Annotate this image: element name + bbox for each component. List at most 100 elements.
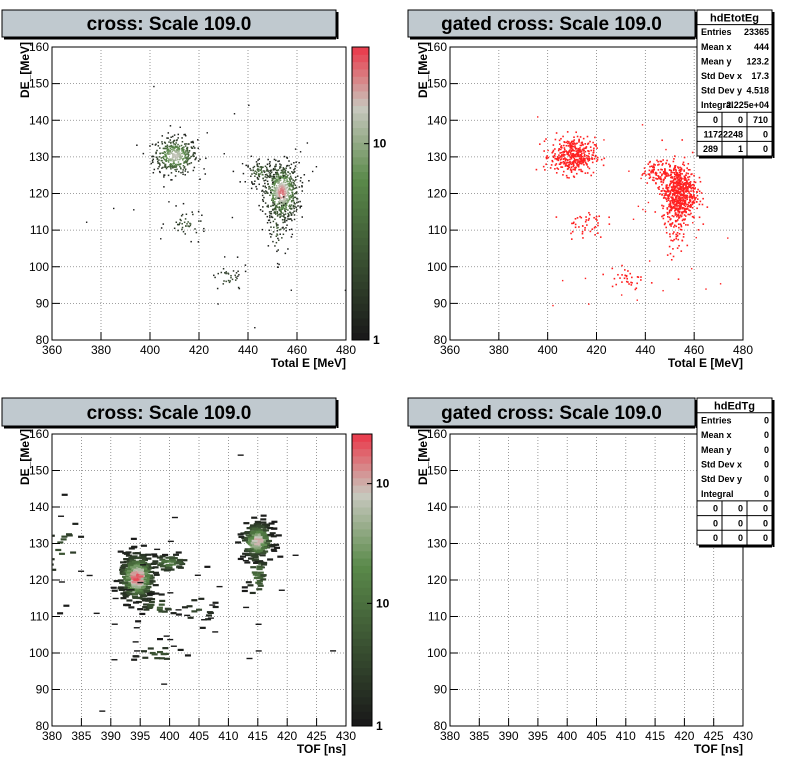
- data-bin: [276, 172, 278, 175]
- data-bin: [166, 157, 168, 159]
- x-tick-label: 390: [101, 729, 121, 743]
- data-bin: [237, 270, 239, 273]
- data-point: [696, 191, 698, 193]
- data-bin: [125, 571, 132, 574]
- data-point: [683, 169, 685, 171]
- data-bin: [257, 159, 259, 161]
- colorbar-segment: [352, 274, 369, 282]
- colorbar-segment: [352, 572, 372, 581]
- data-bin: [162, 166, 164, 169]
- data-bin: [135, 620, 142, 623]
- data-bin: [277, 190, 280, 193]
- data-bin: [131, 555, 138, 558]
- data-bin: [225, 280, 227, 283]
- x-tick-label: 385: [469, 729, 489, 743]
- colorbar-segment: [352, 222, 369, 231]
- data-bin: [264, 542, 271, 545]
- data-bin: [176, 145, 178, 148]
- data-bin: [256, 567, 263, 570]
- data-point: [672, 179, 675, 182]
- data-bin: [641, 124, 644, 126]
- data-bin: [277, 193, 279, 196]
- data-point: [659, 171, 662, 174]
- data-bin: [293, 169, 295, 171]
- data-bin: [272, 189, 274, 192]
- data-bin: [125, 576, 132, 579]
- data-bin: [280, 169, 283, 172]
- data-point: [676, 176, 678, 179]
- data-point: [570, 140, 573, 143]
- stats-row-value: 444: [754, 42, 769, 52]
- data-point: [664, 171, 667, 173]
- data-bin: [264, 170, 266, 173]
- data-point: [596, 219, 598, 221]
- plot-title: gated cross: Scale 109.0: [441, 403, 662, 424]
- data-bin: [170, 144, 172, 147]
- x-tick-label: 440: [238, 343, 258, 357]
- stats-grid-cell: 0: [713, 518, 718, 528]
- data-bin: [294, 165, 297, 167]
- data-bin: [177, 648, 184, 652]
- data-bin: [278, 160, 280, 162]
- data-point: [568, 141, 570, 143]
- data-point: [574, 155, 577, 157]
- data-bin: [123, 552, 130, 555]
- data-bin: [283, 188, 286, 190]
- data-bin: [277, 182, 279, 185]
- data-point: [677, 238, 680, 241]
- data-point: [671, 196, 674, 199]
- data-bin: [281, 184, 284, 186]
- data-bin: [168, 201, 170, 203]
- data-bin: [278, 195, 281, 198]
- data-bin: [285, 227, 287, 229]
- data-point: [580, 155, 582, 158]
- data-point: [561, 154, 563, 157]
- data-bin: [257, 539, 264, 542]
- data-bin: [256, 546, 263, 549]
- data-point: [593, 147, 595, 150]
- data-bin: [244, 561, 251, 564]
- data-point: [673, 187, 675, 190]
- data-bin: [175, 613, 182, 616]
- data-bin: [256, 164, 258, 166]
- stats-grid-cell: 0: [738, 115, 743, 125]
- data-point: [589, 230, 592, 233]
- data-bin: [122, 582, 129, 585]
- data-point: [673, 158, 675, 160]
- data-bin: [188, 157, 190, 160]
- data-bin: [146, 603, 153, 607]
- data-bin: [163, 147, 165, 150]
- y-tick-label: 90: [434, 683, 448, 697]
- data-point: [576, 162, 578, 165]
- data-bin: [231, 216, 234, 219]
- data-bin: [293, 218, 296, 221]
- data-bin: [269, 221, 272, 224]
- data-bin: [152, 566, 159, 569]
- data-bin: [180, 171, 182, 174]
- data-point: [670, 239, 672, 242]
- data-bin: [163, 186, 165, 188]
- data-bin: [205, 614, 212, 617]
- colorbar-segment: [352, 653, 372, 661]
- data-point: [677, 213, 679, 216]
- data-bin: [192, 169, 195, 172]
- data-bin: [266, 205, 268, 208]
- data-point: [666, 194, 669, 197]
- data-bin: [640, 177, 642, 180]
- data-point: [675, 233, 677, 236]
- data-point: [665, 226, 667, 229]
- data-bin: [281, 193, 284, 196]
- data-point: [671, 176, 673, 178]
- data-bin: [126, 559, 133, 562]
- data-bin: [289, 167, 292, 169]
- data-bin: [259, 209, 262, 211]
- data-bin: [260, 574, 267, 577]
- data-point: [677, 197, 680, 200]
- data-bin: [301, 186, 303, 188]
- data-bin: [156, 638, 163, 641]
- data-bin: [249, 591, 256, 595]
- data-point: [562, 144, 565, 147]
- data-bin: [292, 206, 295, 208]
- data-bin: [291, 219, 293, 222]
- data-point: [579, 153, 582, 156]
